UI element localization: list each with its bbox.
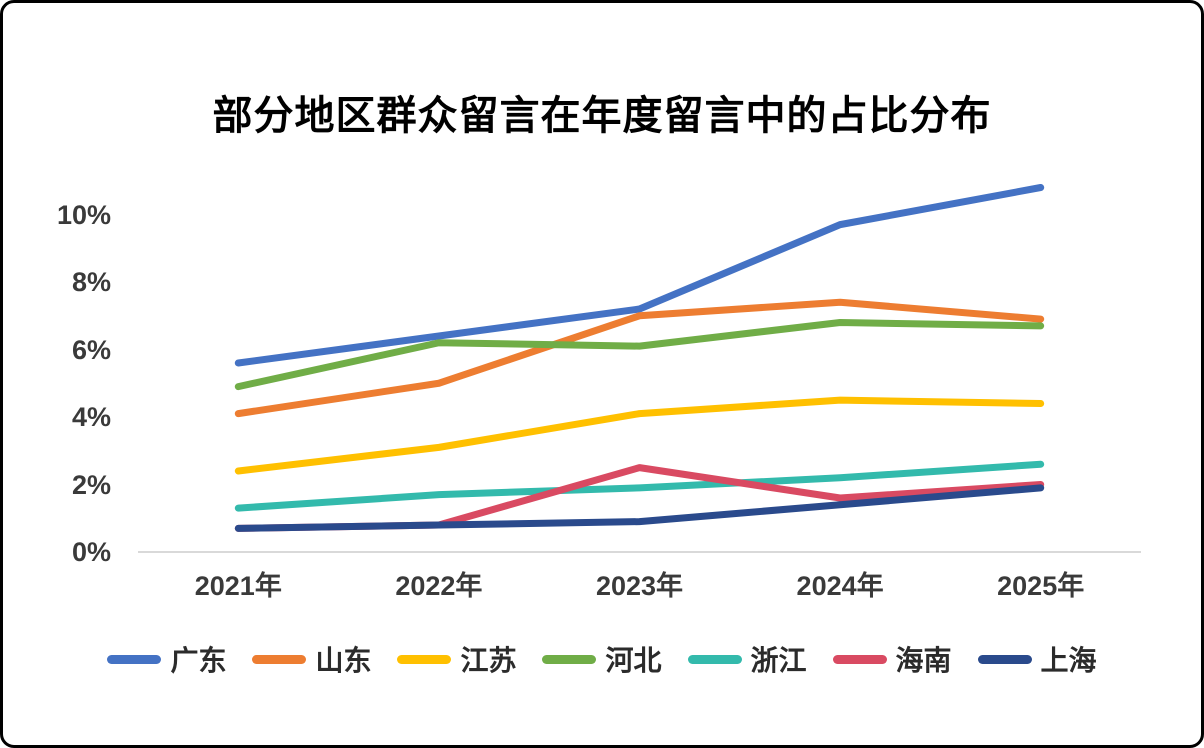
legend-label-江苏: 江苏 bbox=[460, 645, 517, 676]
line-chart-canvas bbox=[138, 184, 1141, 553]
legend-item-广东: 广东 bbox=[107, 639, 226, 679]
series-line-河北 bbox=[234, 319, 1045, 391]
legend-swatch-浙江 bbox=[687, 654, 742, 664]
series-line-上海 bbox=[234, 484, 1045, 532]
y-tick-label-10%: 10% bbox=[56, 199, 111, 230]
legend-item-海南: 海南 bbox=[832, 639, 952, 679]
legend-swatch-江苏 bbox=[397, 654, 452, 664]
x-tick-label-2023年: 2023年 bbox=[595, 571, 684, 601]
x-tick-label-2025年: 2025年 bbox=[997, 571, 1085, 601]
legend-item-上海: 上海 bbox=[977, 639, 1097, 679]
y-tick-label-4%: 4% bbox=[71, 402, 111, 432]
legend: 广东 山东 江苏 河北 浙江 海南 上海 bbox=[3, 639, 1201, 679]
legend-label-山东: 山东 bbox=[315, 645, 372, 676]
x-tick-label-2022年: 2022年 bbox=[395, 571, 483, 601]
series-line-江苏 bbox=[234, 396, 1045, 475]
legend-label-上海: 上海 bbox=[1040, 645, 1097, 676]
legend-swatch-河北 bbox=[542, 654, 597, 664]
legend-swatch-海南 bbox=[832, 654, 887, 664]
series-line-广东 bbox=[234, 184, 1045, 367]
chart-title: 部分地区群众留言在年度留言中的占比分布 bbox=[212, 94, 992, 138]
series-line-浙江 bbox=[234, 460, 1045, 512]
legend-label-浙江: 浙江 bbox=[750, 645, 807, 676]
legend-label-海南: 海南 bbox=[895, 645, 952, 676]
legend-swatch-广东 bbox=[107, 654, 162, 664]
legend-item-浙江: 浙江 bbox=[687, 639, 807, 679]
legend-swatch-上海 bbox=[977, 654, 1032, 664]
x-tick-label-2021年: 2021年 bbox=[194, 571, 282, 601]
x-tick-label-2024年: 2024年 bbox=[796, 571, 884, 601]
y-tick-label-2%: 2% bbox=[71, 469, 111, 500]
legend-swatch-山东 bbox=[252, 654, 307, 664]
y-tick-label-8%: 8% bbox=[71, 267, 111, 297]
y-tick-label-6%: 6% bbox=[71, 334, 111, 365]
legend-label-广东: 广东 bbox=[170, 645, 227, 676]
y-tick-label-0%: 0% bbox=[71, 537, 111, 567]
series-line-山东 bbox=[234, 298, 1045, 418]
legend-label-河北: 河北 bbox=[605, 645, 662, 676]
legend-item-江苏: 江苏 bbox=[397, 639, 516, 679]
legend-item-河北: 河北 bbox=[542, 639, 662, 679]
legend-item-山东: 山东 bbox=[252, 639, 371, 679]
